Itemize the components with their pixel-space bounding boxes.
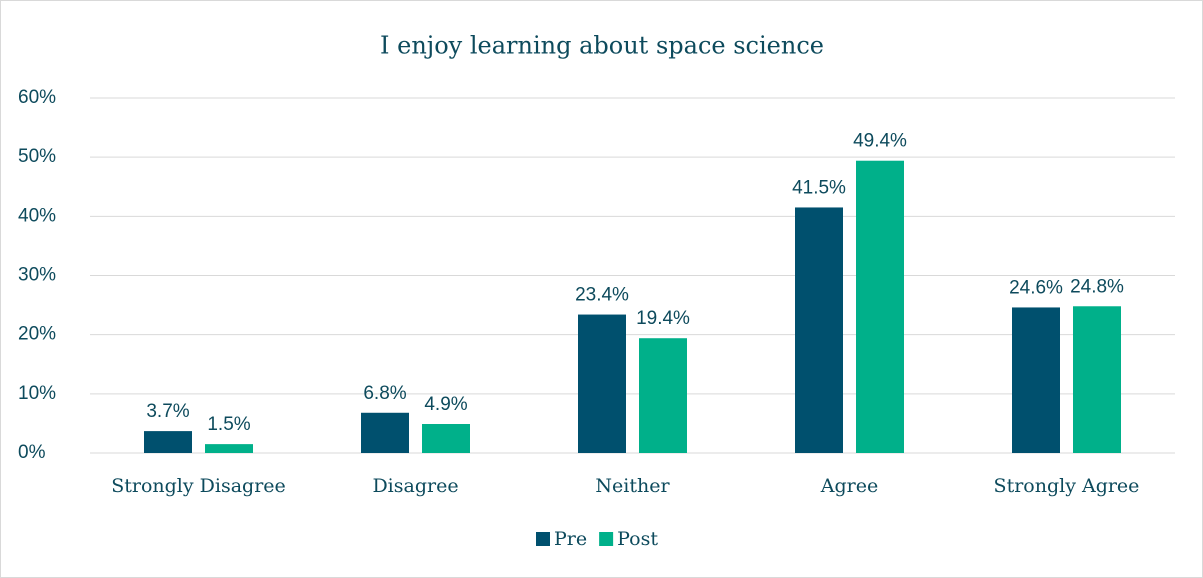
x-tick-label: Agree (820, 475, 878, 497)
y-tick-label: 40% (18, 205, 56, 226)
bar (1073, 306, 1121, 453)
y-tick-label: 60% (18, 87, 56, 108)
y-tick-label: 50% (18, 146, 56, 167)
legend-swatch (536, 532, 550, 546)
bar (639, 338, 687, 453)
bar (422, 424, 470, 453)
x-tick-label: Disagree (372, 475, 458, 497)
bar (1012, 307, 1060, 453)
data-label: 19.4% (636, 308, 690, 329)
data-label: 3.7% (146, 401, 189, 422)
x-tick-label: Strongly Disagree (111, 475, 286, 497)
bar (856, 160, 904, 453)
legend-label: Pre (554, 528, 587, 550)
bar (795, 207, 843, 453)
data-label: 6.8% (363, 383, 406, 404)
y-tick-label: 0% (18, 442, 46, 463)
bar (205, 444, 253, 453)
data-label: 24.6% (1009, 277, 1063, 298)
y-tick-label: 10% (18, 383, 56, 404)
bar (578, 314, 626, 453)
data-label: 4.9% (424, 394, 467, 415)
bar (144, 431, 192, 453)
legend-swatch (599, 532, 614, 546)
x-tick-label: Strongly Agree (994, 475, 1140, 497)
data-label: 1.5% (207, 414, 250, 435)
x-tick-label: Neither (595, 475, 670, 497)
bar (361, 412, 409, 453)
data-label: 24.8% (1070, 276, 1124, 297)
data-label: 49.4% (853, 131, 907, 152)
y-tick-label: 30% (18, 265, 56, 286)
legend-label: Post (617, 528, 658, 550)
y-tick-label: 20% (18, 324, 56, 345)
data-label: 41.5% (792, 177, 846, 198)
data-label: 23.4% (575, 285, 629, 306)
chart-title: I enjoy learning about space science (380, 32, 824, 60)
